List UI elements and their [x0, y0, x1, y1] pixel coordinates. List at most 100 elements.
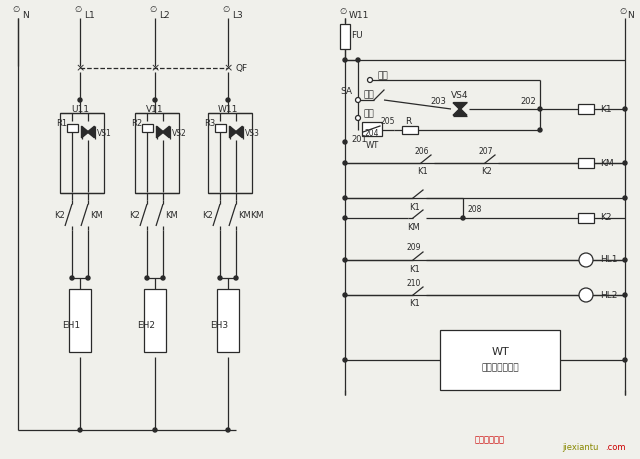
Circle shape — [343, 58, 347, 62]
Text: R2: R2 — [131, 118, 142, 128]
Circle shape — [538, 128, 542, 132]
Text: R3: R3 — [204, 118, 215, 128]
Circle shape — [343, 358, 347, 362]
Text: KM: KM — [90, 211, 103, 219]
Bar — [578, 158, 594, 168]
Circle shape — [367, 78, 372, 83]
Circle shape — [355, 116, 360, 121]
Text: ∅: ∅ — [149, 6, 157, 15]
Text: 207: 207 — [479, 146, 493, 156]
Bar — [67, 124, 77, 132]
Polygon shape — [81, 126, 89, 138]
Text: V11: V11 — [146, 106, 164, 114]
Text: R1: R1 — [56, 118, 67, 128]
Text: K2: K2 — [202, 211, 213, 219]
Polygon shape — [453, 108, 467, 115]
Text: jiexiantu: jiexiantu — [562, 443, 598, 453]
Circle shape — [623, 196, 627, 200]
Text: 201: 201 — [351, 134, 367, 144]
Text: KM: KM — [250, 211, 264, 219]
Circle shape — [623, 258, 627, 262]
Circle shape — [343, 140, 347, 144]
Text: KM: KM — [600, 158, 614, 168]
Circle shape — [623, 293, 627, 297]
Text: EH1: EH1 — [62, 320, 80, 330]
Text: VS4: VS4 — [451, 90, 468, 100]
Text: L2: L2 — [159, 11, 170, 19]
Text: KM: KM — [238, 211, 251, 219]
Text: WT: WT — [491, 347, 509, 357]
Text: WT: WT — [365, 140, 379, 150]
Text: 208: 208 — [468, 205, 483, 213]
Text: 电工吧下载站: 电工吧下载站 — [475, 436, 505, 444]
Text: K2: K2 — [54, 211, 65, 219]
Bar — [340, 23, 350, 49]
Text: 自动: 自动 — [363, 110, 374, 118]
Bar — [135, 113, 179, 193]
Text: EH2: EH2 — [137, 320, 155, 330]
Text: 203: 203 — [430, 96, 446, 106]
Text: KM: KM — [408, 223, 420, 231]
Circle shape — [153, 428, 157, 432]
Text: U11: U11 — [71, 106, 89, 114]
Text: ∅: ∅ — [222, 6, 230, 15]
Polygon shape — [157, 126, 164, 138]
Text: 206: 206 — [415, 146, 429, 156]
Text: VS1: VS1 — [97, 129, 112, 138]
Text: 210: 210 — [407, 279, 421, 287]
Circle shape — [579, 288, 593, 302]
Text: K1: K1 — [408, 300, 419, 308]
Bar — [578, 213, 594, 223]
Text: HL2: HL2 — [600, 291, 618, 300]
Text: K2: K2 — [600, 213, 611, 223]
Circle shape — [145, 276, 149, 280]
Bar — [440, 330, 560, 390]
Circle shape — [579, 253, 593, 267]
Circle shape — [343, 258, 347, 262]
Bar — [402, 126, 418, 134]
Bar — [69, 289, 91, 352]
Text: 202: 202 — [520, 96, 536, 106]
Text: VS2: VS2 — [172, 129, 187, 138]
Circle shape — [226, 428, 230, 432]
Bar — [208, 113, 252, 193]
Text: QF: QF — [236, 63, 248, 73]
Text: K2: K2 — [129, 211, 140, 219]
Polygon shape — [453, 103, 467, 110]
Bar — [217, 289, 239, 352]
Text: W11: W11 — [349, 11, 369, 19]
Circle shape — [355, 97, 360, 102]
Text: K1: K1 — [408, 202, 419, 212]
Text: L3: L3 — [232, 11, 243, 19]
Text: SA: SA — [340, 88, 352, 96]
Polygon shape — [230, 126, 237, 138]
Text: ∅: ∅ — [620, 7, 627, 17]
Text: R: R — [405, 117, 411, 125]
Text: K1: K1 — [408, 264, 419, 274]
Circle shape — [343, 216, 347, 220]
Bar — [362, 122, 382, 136]
Text: KM: KM — [165, 211, 178, 219]
Text: W11: W11 — [218, 106, 238, 114]
Text: ∅: ∅ — [339, 7, 347, 17]
Text: ∅: ∅ — [12, 6, 20, 15]
Circle shape — [153, 98, 157, 102]
Text: N: N — [627, 11, 634, 19]
Polygon shape — [236, 126, 243, 138]
Circle shape — [226, 98, 230, 102]
Bar — [144, 289, 166, 352]
Text: VS3: VS3 — [245, 129, 260, 138]
Circle shape — [343, 196, 347, 200]
Bar — [214, 124, 225, 132]
Text: 209: 209 — [407, 244, 421, 252]
Text: 205: 205 — [381, 118, 396, 127]
Circle shape — [538, 107, 542, 111]
Circle shape — [343, 293, 347, 297]
Circle shape — [356, 58, 360, 62]
Text: N: N — [22, 11, 29, 19]
Circle shape — [234, 276, 238, 280]
Text: L1: L1 — [84, 11, 95, 19]
Text: ×: × — [223, 63, 233, 73]
Circle shape — [70, 276, 74, 280]
Text: .com: .com — [605, 443, 625, 453]
